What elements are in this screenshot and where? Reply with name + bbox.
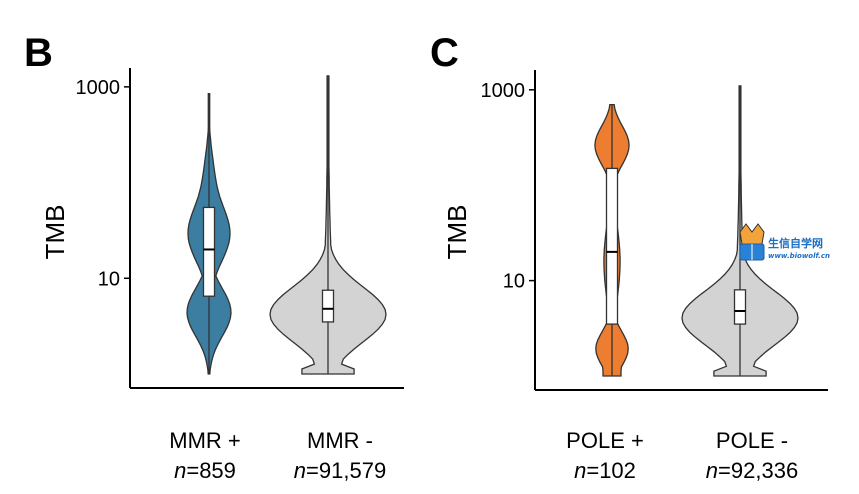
- n-value: =91,579: [306, 458, 386, 483]
- n-label-pole-minus: n=92,336: [706, 458, 798, 483]
- n-value: =102: [586, 458, 636, 483]
- n-label-mmr-plus: n=859: [174, 458, 236, 483]
- category-label-pole-plus: POLE +: [566, 428, 644, 453]
- n-label-pole-plus: n=102: [574, 458, 636, 483]
- y-tick-label: 10: [503, 271, 525, 293]
- n-symbol: n: [574, 458, 586, 483]
- violins-c: [594, 85, 799, 377]
- violin-pole-plus: [594, 103, 630, 377]
- violins-b: [186, 75, 387, 375]
- n-symbol: n: [706, 458, 718, 483]
- box: [202, 206, 216, 297]
- y-axis-title-b: TMB: [40, 205, 70, 260]
- axes-c: [534, 70, 828, 391]
- violin-mmr-minus: [269, 75, 387, 375]
- violin-pole-minus: [681, 85, 799, 377]
- y-ticks-c: 10 1000: [481, 80, 535, 293]
- n-value: =859: [186, 458, 236, 483]
- watermark-url: www.biowolf.cn: [768, 252, 830, 260]
- violin-mmr-plus: [186, 92, 232, 375]
- n-value: =92,336: [718, 458, 798, 483]
- category-label-mmr-plus: MMR +: [169, 428, 241, 453]
- y-axis-title-c: TMB: [442, 205, 472, 260]
- panel-letter-b: B: [24, 31, 53, 75]
- axes-b: [129, 68, 404, 389]
- y-tick-label: 10: [98, 268, 120, 290]
- n-symbol: n: [294, 458, 306, 483]
- y-tick-label: 1000: [76, 77, 121, 99]
- y-ticks-b: 10 1000: [76, 77, 130, 290]
- n-symbol: n: [174, 458, 186, 483]
- category-label-mmr-minus: MMR -: [307, 428, 373, 453]
- watermark-title: 生信自学网: [768, 236, 823, 250]
- box: [321, 289, 335, 323]
- box: [733, 289, 747, 325]
- category-label-pole-minus: POLE -: [716, 428, 788, 453]
- watermark-logo: 生信自学网 www.biowolf.cn: [739, 223, 830, 261]
- box: [605, 167, 619, 325]
- y-tick-label: 1000: [481, 80, 526, 102]
- wolf-icon: [739, 223, 765, 261]
- n-label-mmr-minus: n=91,579: [294, 458, 386, 483]
- panel-letter-c: C: [430, 31, 459, 75]
